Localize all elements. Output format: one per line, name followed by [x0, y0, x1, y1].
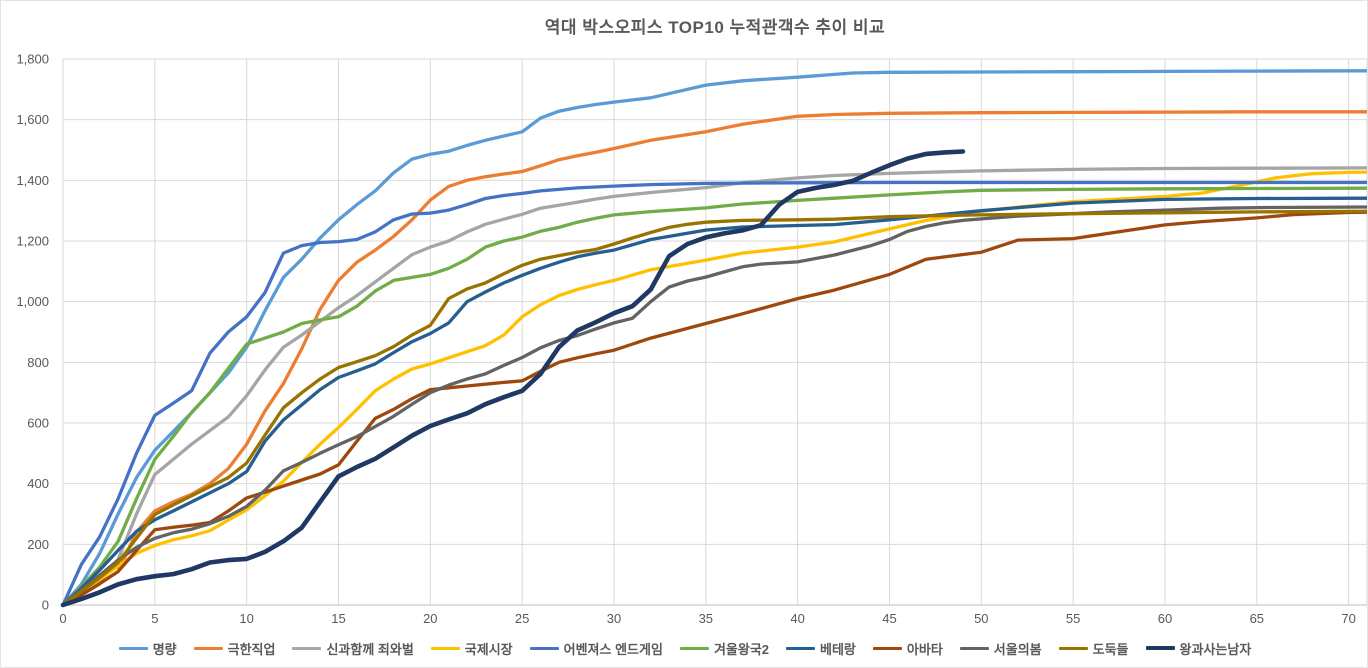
legend-item-avengers-endgame[interactable]: 어벤져스 엔드게임 — [529, 639, 663, 658]
series-line-avengers-endgame[interactable] — [61, 180, 1367, 607]
legend-swatch-avatar — [872, 646, 902, 650]
legend-label-myeongryang: 명량 — [152, 641, 177, 657]
y-tick-label: 200 — [27, 537, 49, 552]
legend-swatch-king-and-the-man — [1145, 646, 1175, 650]
legend-swatch-frozen2 — [679, 646, 709, 650]
x-tick-label: 45 — [882, 611, 896, 626]
legend-swatch-veteran — [786, 646, 816, 650]
y-tick-label: 1,600 — [16, 112, 49, 127]
legend-label-avengers-endgame: 어벤져스 엔드게임 — [563, 641, 663, 657]
legend-label-veteran: 베테랑 — [820, 641, 856, 657]
y-tick-label: 1,200 — [16, 234, 49, 249]
series-line-avatar[interactable] — [61, 210, 1367, 607]
legend-label-king-and-the-man: 왕과사는남자 — [1179, 641, 1252, 657]
chart-legend: 명량 극한직업 신과함께 죄와벌 국제시장 어벤져스 엔드게임 겨울왕국2 베테랑 아바타 서울… — [1, 635, 1367, 661]
legend-label-extreme-job: 극한직업 — [227, 641, 276, 657]
legend-item-extreme-job[interactable]: 극한직업 — [193, 639, 276, 658]
legend-item-veteran[interactable]: 베테랑 — [786, 639, 856, 658]
series-line-frozen2[interactable] — [61, 186, 1367, 607]
legend-swatch-myeongryang — [118, 646, 148, 650]
x-tick-label: 5 — [151, 611, 158, 626]
series-line-seoul-spring[interactable] — [61, 205, 1367, 607]
legend-label-the-thieves: 도둑들 — [1092, 641, 1129, 657]
legend-label-ode-to-my-father: 국제시장 — [464, 641, 513, 657]
legend-swatch-the-thieves — [1058, 646, 1088, 650]
series-line-the-thieves[interactable] — [61, 209, 1367, 607]
x-tick-label: 30 — [607, 611, 621, 626]
x-tick-label: 50 — [974, 611, 988, 626]
legend-label-seoul-spring: 서울의봄 — [993, 641, 1042, 657]
legend-item-seoul-spring[interactable]: 서울의봄 — [959, 639, 1042, 658]
legend-swatch-seoul-spring — [959, 646, 989, 650]
legend-item-along-with-the-gods[interactable]: 신과함께 죄와벌 — [292, 639, 414, 658]
series-line-myeongryang[interactable] — [61, 69, 1367, 607]
y-tick-label: 400 — [27, 476, 49, 491]
series-line-veteran[interactable] — [61, 196, 1367, 607]
legend-swatch-ode-to-my-father — [430, 646, 460, 650]
legend-item-ode-to-my-father[interactable]: 국제시장 — [430, 639, 513, 658]
x-tick-label: 25 — [515, 611, 529, 626]
series-line-along-with-the-gods[interactable] — [61, 166, 1367, 607]
y-tick-label: 1,400 — [16, 173, 49, 188]
y-tick-label: 1,800 — [16, 52, 49, 67]
chart-title: 역대 박스오피스 TOP10 누적관객수 추이 비교 — [544, 18, 886, 37]
x-tick-label: 10 — [239, 611, 253, 626]
x-tick-label: 65 — [1250, 611, 1264, 626]
x-tick-label: 55 — [1066, 611, 1080, 626]
x-tick-label: 40 — [790, 611, 804, 626]
x-tick-label: 0 — [59, 611, 66, 626]
legend-item-the-thieves[interactable]: 도둑들 — [1058, 639, 1129, 658]
legend-swatch-along-with-the-gods — [292, 646, 322, 650]
legend-swatch-avengers-endgame — [529, 646, 559, 650]
legend-swatch-extreme-job — [193, 646, 223, 650]
x-tick-label: 60 — [1158, 611, 1172, 626]
x-tick-label: 70 — [1341, 611, 1355, 626]
legend-item-frozen2[interactable]: 겨울왕국2 — [679, 639, 770, 658]
y-tick-label: 800 — [27, 355, 49, 370]
legend-label-avatar: 아바타 — [906, 641, 943, 657]
x-tick-label: 20 — [423, 611, 437, 626]
x-tick-label: 35 — [699, 611, 713, 626]
legend-item-avatar[interactable]: 아바타 — [872, 639, 943, 658]
y-tick-label: 600 — [27, 416, 49, 431]
x-tick-label: 15 — [331, 611, 345, 626]
y-tick-label: 1,000 — [16, 294, 49, 309]
series-line-king-and-the-man[interactable] — [60, 149, 966, 608]
legend-item-king-and-the-man[interactable]: 왕과사는남자 — [1145, 639, 1252, 658]
legend-label-along-with-the-gods: 신과함께 죄와벌 — [326, 641, 414, 657]
legend-label-frozen2: 겨울왕국2 — [713, 641, 770, 657]
legend-item-myeongryang[interactable]: 명량 — [118, 639, 177, 658]
y-tick-label: 0 — [42, 598, 49, 613]
